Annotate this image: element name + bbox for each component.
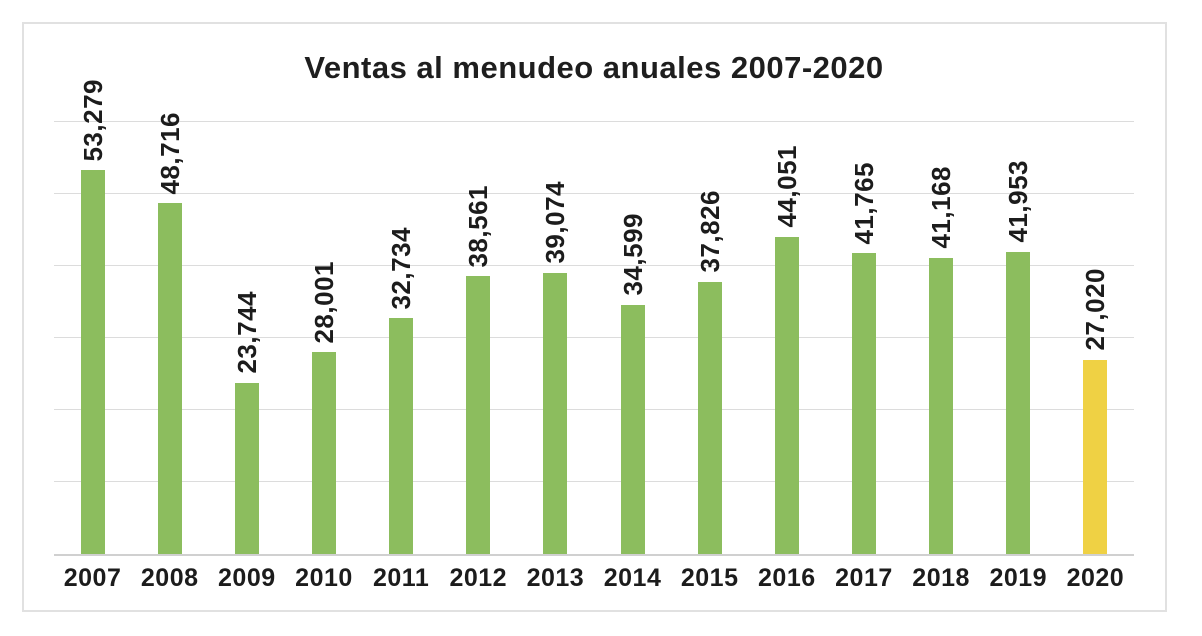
bar[interactable] [929,257,954,554]
bar-value-label: 27,020 [1080,267,1111,351]
x-axis-label: 2018 [912,564,970,592]
bar-value-label: 48,716 [154,111,185,195]
bar-column: 28,001 [285,24,362,554]
bar-column: 41,765 [825,24,902,554]
bar[interactable] [1083,359,1108,554]
bar-column: 37,826 [671,24,748,554]
gridline [54,265,1134,266]
bar-column: 27,020 [1057,24,1134,554]
bar-column: 39,074 [517,24,594,554]
x-axis-label: 2008 [140,564,199,592]
bar-value-label: 28,001 [308,260,339,344]
bar[interactable] [851,253,876,554]
bar[interactable] [234,383,259,554]
bar[interactable] [543,272,568,554]
bar-value-label: 53,279 [77,78,108,162]
bar-value-label: 32,734 [386,226,417,310]
chart-title: Ventas al menudeo anuales 2007-2020 [304,50,884,85]
x-axis-label: 2009 [218,564,276,592]
bar[interactable] [620,304,645,554]
bar-value-label: 39,074 [540,181,571,264]
bar-column: 41,168 [903,24,980,554]
bar[interactable] [80,170,105,554]
bar-value-label: 41,953 [1003,160,1034,243]
x-axis-labels: 2007 2008 2009 2010 2011 2012 2013 2014 2015 2016… [54,564,1134,593]
bar[interactable] [389,318,414,554]
x-axis-label: 2020 [1066,564,1125,592]
x-axis-label: 2011 [373,564,430,592]
bar[interactable] [157,203,182,554]
bar-column: 32,734 [363,24,440,554]
bar-column: 38,561 [440,24,517,554]
bar[interactable] [311,352,336,554]
bar-value-label: 41,765 [848,161,879,245]
gridline [54,193,1134,194]
bar[interactable] [697,281,722,554]
bar-value-label: 34,599 [617,213,648,296]
x-axis-label: 2015 [680,564,739,592]
bar-value-label: 37,826 [694,190,725,273]
bar-value-label: 44,051 [771,145,802,228]
x-axis-label: 2016 [758,564,816,592]
gridline [54,409,1134,410]
bar-column: 41,953 [980,24,1057,554]
bar-value-label: 41,168 [926,166,957,249]
bar-column: 44,051 [748,24,825,554]
gridline [54,337,1134,338]
x-axis-line [54,554,1134,556]
chart-frame: Ventas al menudeo anuales 2007-2020 53,2… [22,22,1167,612]
bar-column: 34,599 [594,24,671,554]
x-axis-label: 2017 [835,564,893,592]
bar-column: 53,279 [54,24,131,554]
bar-value-label: 38,561 [463,184,494,268]
plot-area: 53,279 48,716 23,744 28,001 32,734 38,561 39,0… [54,24,1134,554]
x-axis-label: 2019 [989,564,1048,592]
x-axis-label: 2007 [63,564,122,592]
bar[interactable] [774,236,799,554]
gridline [54,121,1134,122]
x-axis-label: 2010 [295,564,353,592]
gridline [54,481,1134,482]
bar[interactable] [466,276,491,554]
bar-value-label: 23,744 [231,291,262,374]
bar[interactable] [1006,251,1031,554]
x-axis-label: 2012 [449,564,508,592]
bars-row: 53,279 48,716 23,744 28,001 32,734 38,561 39,0… [54,24,1134,554]
x-axis-label: 2014 [603,564,662,592]
x-axis-label: 2013 [526,564,585,592]
bar-column: 48,716 [131,24,208,554]
bar-column: 23,744 [208,24,285,554]
